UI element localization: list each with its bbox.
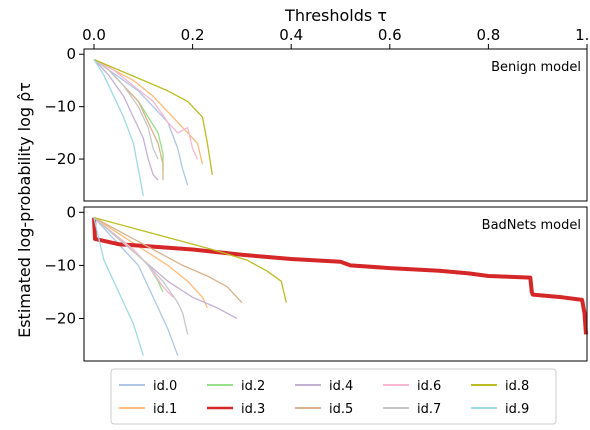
series-line-id-0 [93, 58, 189, 186]
legend-label: id.1 [153, 402, 177, 417]
series-line-id-9 [93, 59, 144, 196]
x-tick-label: 0.6 [378, 26, 402, 44]
legend-item: id.6 [383, 379, 441, 394]
x-tick-label: 0.4 [279, 26, 303, 44]
series-line-id-5 [93, 217, 243, 304]
series-line-id-3 [92, 217, 588, 335]
legend-label: id.7 [417, 402, 441, 417]
y-tick-label: 0 [66, 45, 76, 63]
legend-label: id.0 [153, 379, 177, 394]
legend-box [110, 368, 557, 425]
legend-label: id.4 [329, 379, 353, 394]
x-axis-label: Thresholds τ [284, 6, 387, 25]
series-line-id-6 [93, 58, 199, 160]
y-tick-label: −20 [44, 310, 76, 328]
y-tick-label: −20 [44, 150, 76, 168]
legend-item: id.0 [119, 379, 177, 394]
panel-title: Benign model [491, 60, 581, 75]
y-tick-label: −10 [44, 98, 76, 116]
legend-label: id.3 [241, 402, 265, 417]
x-tick-label: 0.8 [476, 26, 500, 44]
legend-item: id.5 [295, 402, 353, 417]
series-line-id-1 [93, 58, 204, 165]
panel-title: BadNets model [482, 218, 581, 233]
legend-label: id.5 [329, 402, 353, 417]
legend-label: id.8 [505, 379, 529, 394]
plot-frame [83, 48, 588, 202]
legend: id.0 id.1 id.2 id.3 id.4 id.5 id.6 id.7 id.8 id.9 [110, 368, 557, 425]
series-line-id-7 [93, 217, 189, 335]
series-line-id-4 [93, 59, 159, 181]
legend-item: id.1 [119, 402, 177, 417]
series-line-id-7 [93, 58, 159, 160]
x-tick-label: 0.0 [82, 26, 106, 44]
panel-benign: 0 −10 −20 Benign model [44, 45, 588, 202]
legend-item: id.4 [295, 379, 353, 394]
series-line-id-0 [93, 217, 179, 356]
plot-frame [83, 206, 588, 362]
panel-badnets: 0 −10 −20 BadNets model [44, 203, 588, 362]
legend-label: id.9 [505, 402, 529, 417]
legend-item: id.2 [207, 379, 265, 394]
y-tick-label: −10 [44, 256, 76, 274]
legend-label: id.6 [417, 379, 441, 394]
series-line-id-8 [93, 58, 213, 175]
series-line-id-1 [93, 217, 208, 309]
legend-item: id.7 [383, 402, 441, 417]
legend-item: id.8 [471, 379, 529, 394]
series-line-id-4 [93, 217, 238, 320]
legend-label: id.2 [241, 379, 265, 394]
y-tick-label: 0 [66, 203, 76, 221]
series-line-id-8 [93, 216, 287, 303]
legend-item: id.3 [207, 402, 265, 417]
panels: 0.0 0.2 0.4 0.6 0.8 1.0 0 −10 −20 Benign model 0 −1… [44, 26, 590, 362]
y-axis-label: Estimated log-probability log ρ̂τ [15, 82, 34, 338]
series-line-id-9 [93, 217, 144, 356]
x-tick-label: 0.2 [181, 26, 205, 44]
x-tick-label: 1.0 [575, 26, 590, 44]
legend-item: id.9 [471, 402, 529, 417]
